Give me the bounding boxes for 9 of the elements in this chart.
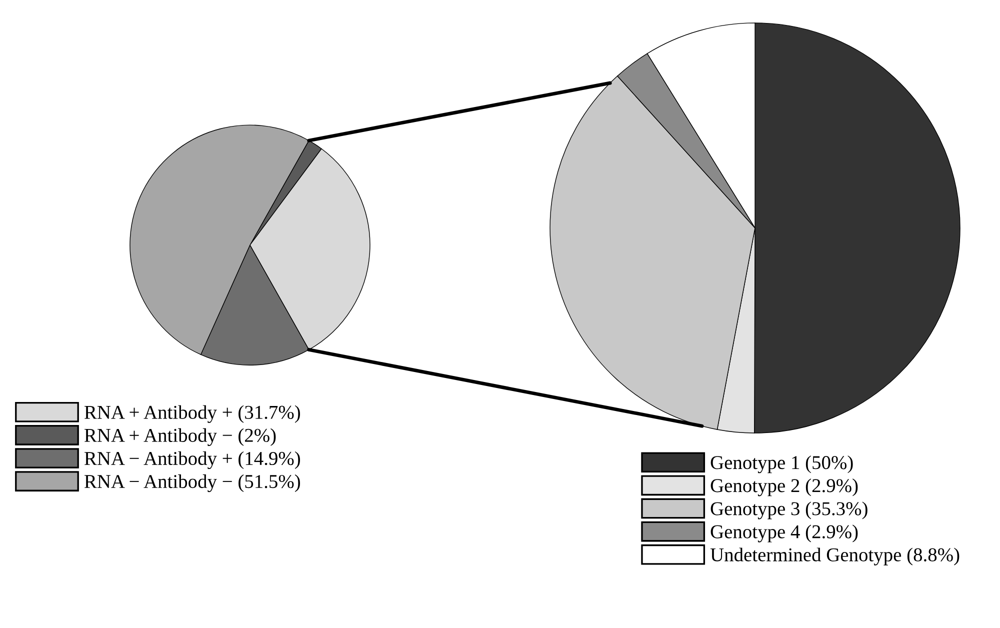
legend-label: Genotype 4 (2.9%) [710, 524, 858, 542]
legend-label: RNA + Antibody + (31.7%) [84, 405, 300, 423]
legend-label: RNA − Antibody − (51.5%) [84, 474, 300, 492]
legend-label: Genotype 2 (2.9%) [710, 478, 858, 496]
legend-label: Genotype 3 (35.3%) [710, 502, 868, 520]
legend-label: RNA − Antibody + (14.9%) [84, 451, 300, 470]
legend-label: Genotype 1 (50%) [710, 455, 853, 474]
legend-label: RNA + Antibody − (2%) [84, 428, 276, 446]
legend-label: Undetermined Genotype (8.8%) [710, 548, 960, 566]
